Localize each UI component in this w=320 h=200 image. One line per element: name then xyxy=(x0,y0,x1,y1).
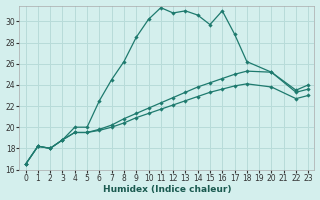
X-axis label: Humidex (Indice chaleur): Humidex (Indice chaleur) xyxy=(103,185,231,194)
